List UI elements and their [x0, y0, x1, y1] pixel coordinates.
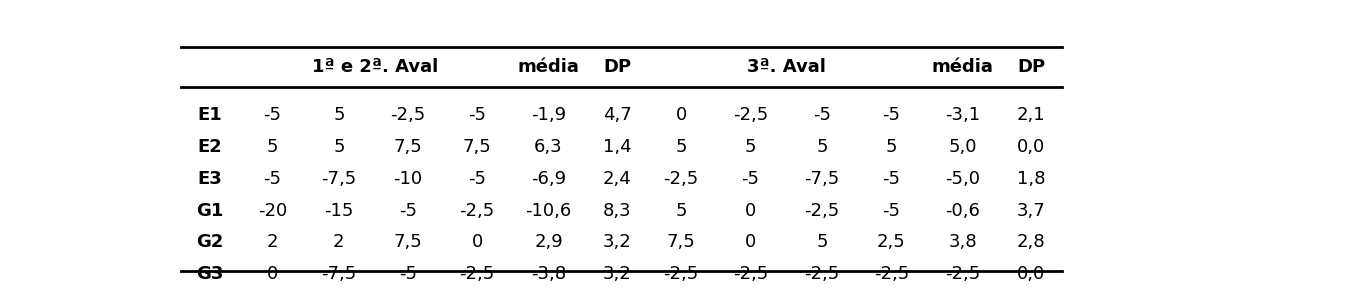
- Text: 4,7: 4,7: [602, 106, 631, 124]
- Text: 5: 5: [816, 138, 827, 156]
- Text: -7,5: -7,5: [804, 170, 840, 188]
- Text: 7,5: 7,5: [463, 138, 492, 156]
- Text: 1ª e 2ª. Aval: 1ª e 2ª. Aval: [312, 58, 438, 76]
- Text: 7,5: 7,5: [394, 138, 423, 156]
- Text: -15: -15: [324, 202, 353, 220]
- Text: 0: 0: [744, 202, 756, 220]
- Text: -5: -5: [814, 106, 831, 124]
- Text: 6,3: 6,3: [534, 138, 563, 156]
- Text: -5: -5: [469, 106, 487, 124]
- Text: DP: DP: [1017, 58, 1045, 76]
- Text: -0,6: -0,6: [945, 202, 980, 220]
- Text: E2: E2: [198, 138, 222, 156]
- Text: 0,0: 0,0: [1017, 265, 1045, 283]
- Text: -2,5: -2,5: [664, 265, 699, 283]
- Text: -2,5: -2,5: [733, 265, 767, 283]
- Text: 5: 5: [675, 138, 687, 156]
- Text: -5: -5: [882, 202, 901, 220]
- Text: 3ª. Aval: 3ª. Aval: [747, 58, 826, 76]
- Text: 1,8: 1,8: [1017, 170, 1045, 188]
- Text: 8,3: 8,3: [602, 202, 631, 220]
- Text: G3: G3: [196, 265, 224, 283]
- Text: 2,1: 2,1: [1017, 106, 1045, 124]
- Text: -2,5: -2,5: [804, 202, 840, 220]
- Text: -5: -5: [882, 170, 901, 188]
- Text: -5: -5: [399, 265, 417, 283]
- Text: 3,2: 3,2: [602, 265, 631, 283]
- Text: DP: DP: [604, 58, 631, 76]
- Text: -5: -5: [399, 202, 417, 220]
- Text: -3,8: -3,8: [532, 265, 566, 283]
- Text: 5: 5: [816, 234, 827, 251]
- Text: -2,5: -2,5: [664, 170, 699, 188]
- Text: -5: -5: [469, 170, 487, 188]
- Text: 2,4: 2,4: [602, 170, 631, 188]
- Text: 7,5: 7,5: [394, 234, 423, 251]
- Text: E3: E3: [198, 170, 222, 188]
- Text: -5: -5: [741, 170, 759, 188]
- Text: -1,9: -1,9: [532, 106, 566, 124]
- Text: 3,7: 3,7: [1017, 202, 1045, 220]
- Text: -2,5: -2,5: [459, 265, 495, 283]
- Text: -2,5: -2,5: [804, 265, 840, 283]
- Text: -5,0: -5,0: [945, 170, 980, 188]
- Text: 5: 5: [886, 138, 897, 156]
- Text: -7,5: -7,5: [322, 170, 357, 188]
- Text: G1: G1: [196, 202, 224, 220]
- Text: 0: 0: [676, 106, 687, 124]
- Text: média: média: [932, 58, 994, 76]
- Text: 5: 5: [333, 106, 345, 124]
- Text: -3,1: -3,1: [945, 106, 980, 124]
- Text: 0: 0: [472, 234, 483, 251]
- Text: E1: E1: [198, 106, 222, 124]
- Text: -5: -5: [263, 106, 281, 124]
- Text: 3,8: 3,8: [949, 234, 977, 251]
- Text: -6,9: -6,9: [532, 170, 566, 188]
- Text: -5: -5: [882, 106, 901, 124]
- Text: -2,5: -2,5: [945, 265, 980, 283]
- Text: 5,0: 5,0: [949, 138, 977, 156]
- Text: 0,0: 0,0: [1017, 138, 1045, 156]
- Text: 2: 2: [267, 234, 278, 251]
- Text: -10: -10: [394, 170, 423, 188]
- Text: 5: 5: [675, 202, 687, 220]
- Text: 7,5: 7,5: [667, 234, 695, 251]
- Text: G2: G2: [196, 234, 224, 251]
- Text: 5: 5: [744, 138, 756, 156]
- Text: 2,8: 2,8: [1017, 234, 1045, 251]
- Text: 5: 5: [267, 138, 278, 156]
- Text: 0: 0: [744, 234, 756, 251]
- Text: 2,9: 2,9: [534, 234, 563, 251]
- Text: média: média: [518, 58, 579, 76]
- Text: -2,5: -2,5: [459, 202, 495, 220]
- Text: 2: 2: [333, 234, 345, 251]
- Text: 1,4: 1,4: [602, 138, 631, 156]
- Text: -5: -5: [263, 170, 281, 188]
- Text: -2,5: -2,5: [390, 106, 425, 124]
- Text: 5: 5: [333, 138, 345, 156]
- Text: -2,5: -2,5: [874, 265, 909, 283]
- Text: -7,5: -7,5: [322, 265, 357, 283]
- Text: -2,5: -2,5: [733, 106, 767, 124]
- Text: -20: -20: [258, 202, 288, 220]
- Text: 2,5: 2,5: [876, 234, 905, 251]
- Text: 0: 0: [267, 265, 278, 283]
- Text: 3,2: 3,2: [602, 234, 631, 251]
- Text: -10,6: -10,6: [525, 202, 571, 220]
